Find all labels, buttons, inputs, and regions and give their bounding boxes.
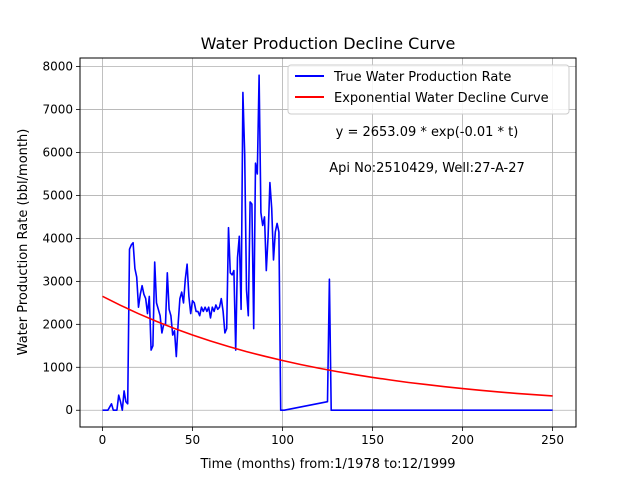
x-tick-label: 50	[185, 433, 200, 447]
y-axis-label: Water Production Rate (bbl/month)	[16, 129, 31, 356]
y-tick-label: 8000	[42, 60, 73, 74]
y-tick-label: 6000	[42, 146, 73, 160]
legend: True Water Production Rate Exponential W…	[287, 64, 570, 115]
y-tick-label: 3000	[42, 274, 73, 288]
y-tick-label: 2000	[42, 317, 73, 331]
x-axis-label: Time (months) from:1/1978 to:12/1999	[199, 457, 455, 472]
legend-label-true-rate: True Water Production Rate	[333, 70, 511, 85]
series-layer	[102, 74, 553, 412]
well-annotation: Api No:2510429, Well:27-A-27	[329, 161, 525, 176]
x-tick-label: 200	[451, 433, 474, 447]
x-tick-label: 150	[361, 433, 384, 447]
y-axis: 0 1000 2000 3000 4000 5000 6000 7000 8000	[42, 60, 80, 417]
series-line-exponential-curve	[102, 295, 553, 397]
x-tick-label: 250	[541, 433, 564, 447]
y-tick-label: 5000	[42, 188, 73, 202]
legend-label-exponential-curve: Exponential Water Decline Curve	[334, 91, 549, 106]
y-tick-label: 1000	[42, 360, 73, 374]
chart-title: Water Production Decline Curve	[201, 34, 456, 53]
plot-frame	[79, 57, 577, 428]
series-line-true-rate	[102, 74, 553, 412]
y-tick-label: 7000	[42, 103, 73, 117]
x-axis: 0 50 100 150 200 250	[99, 427, 564, 447]
x-tick-label: 0	[99, 433, 107, 447]
y-tick-label: 4000	[42, 231, 73, 245]
x-tick-label: 100	[271, 433, 294, 447]
y-tick-label: 0	[65, 403, 73, 417]
equation-annotation: y = 2653.09 * exp(-0.01 * t)	[336, 125, 519, 140]
legend-box	[287, 64, 570, 115]
